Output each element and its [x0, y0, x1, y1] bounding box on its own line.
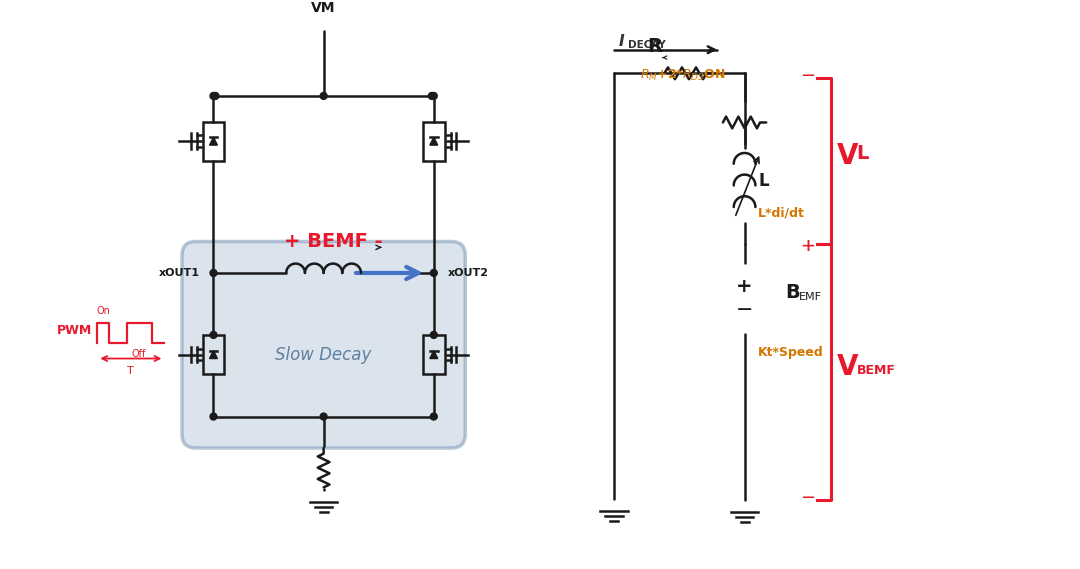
Text: V: V [837, 142, 859, 170]
Circle shape [210, 93, 217, 100]
Text: I: I [619, 34, 624, 50]
Bar [423, 335, 445, 374]
Text: On: On [96, 306, 110, 316]
FancyBboxPatch shape [183, 241, 465, 448]
Polygon shape [210, 351, 217, 358]
Circle shape [430, 93, 437, 100]
Text: +: + [737, 277, 753, 296]
Text: Kt*Speed: Kt*Speed [758, 346, 824, 359]
Circle shape [320, 93, 327, 100]
Circle shape [430, 270, 437, 277]
Circle shape [210, 270, 217, 277]
Text: +: + [800, 237, 815, 255]
Polygon shape [430, 351, 437, 358]
Text: −: − [800, 489, 815, 507]
Text: VM: VM [311, 1, 336, 15]
Text: $R_M$+2*$R_{DS}$ON: $R_M$+2*$R_{DS}$ON [639, 68, 726, 84]
Text: −: − [800, 67, 815, 85]
Text: R: R [648, 36, 663, 56]
Polygon shape [430, 137, 437, 145]
Circle shape [320, 413, 327, 420]
Circle shape [430, 413, 437, 420]
Text: Slow Decay: Slow Decay [275, 345, 372, 364]
Circle shape [210, 413, 217, 420]
Circle shape [210, 332, 217, 339]
Text: L: L [856, 144, 869, 163]
Text: BEMF: BEMF [856, 364, 895, 377]
Text: L: L [758, 171, 769, 189]
Circle shape [430, 332, 437, 339]
Polygon shape [210, 137, 217, 145]
Text: T: T [127, 366, 134, 377]
Text: V: V [837, 353, 859, 381]
Bar [203, 122, 225, 161]
Text: xOUT2: xOUT2 [447, 268, 488, 278]
Bar [203, 335, 225, 374]
Circle shape [212, 93, 219, 100]
Text: B: B [785, 283, 799, 302]
Text: +: + [800, 237, 815, 255]
Text: xOUT1: xOUT1 [159, 268, 200, 278]
Circle shape [429, 93, 435, 100]
Text: + BEMF -: + BEMF - [284, 232, 382, 251]
Text: DECAY: DECAY [627, 40, 665, 50]
Text: PWM: PWM [57, 324, 93, 337]
Text: Off: Off [132, 349, 146, 358]
Text: L*di/dt: L*di/dt [758, 207, 806, 220]
Text: −: − [735, 300, 754, 320]
Bar [423, 122, 445, 161]
Text: EMF: EMF [799, 291, 822, 302]
